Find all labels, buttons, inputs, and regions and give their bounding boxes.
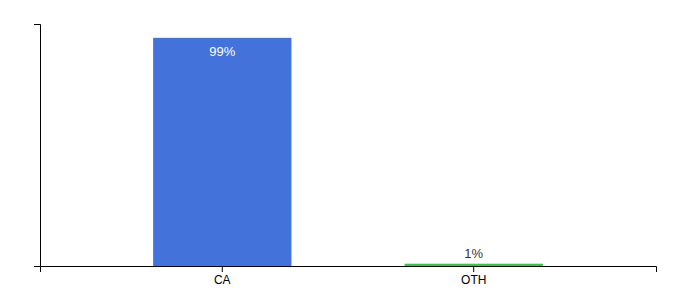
bars	[153, 38, 543, 266]
x-tick-label: CA	[214, 273, 231, 287]
x-axis-line	[41, 267, 657, 273]
data-label: 99%	[209, 44, 235, 59]
bar	[153, 38, 291, 266]
chart-svg: CA OTH 99% 1%	[0, 0, 680, 300]
y-axis-line	[34, 25, 41, 267]
x-tick-mark	[222, 266, 223, 272]
x-tick-mark	[473, 266, 474, 272]
x-tick-label: OTH	[461, 273, 486, 287]
bar	[405, 264, 543, 266]
data-labels: 99% 1%	[209, 44, 483, 261]
chart-container: CA OTH 99% 1%	[0, 0, 680, 300]
x-tick: OTH	[461, 266, 486, 287]
x-axis: CA OTH	[41, 266, 657, 287]
plot-area: CA OTH 99% 1%	[34, 25, 657, 287]
x-tick: CA	[214, 266, 231, 287]
y-axis	[34, 25, 41, 267]
data-label: 1%	[464, 246, 483, 261]
